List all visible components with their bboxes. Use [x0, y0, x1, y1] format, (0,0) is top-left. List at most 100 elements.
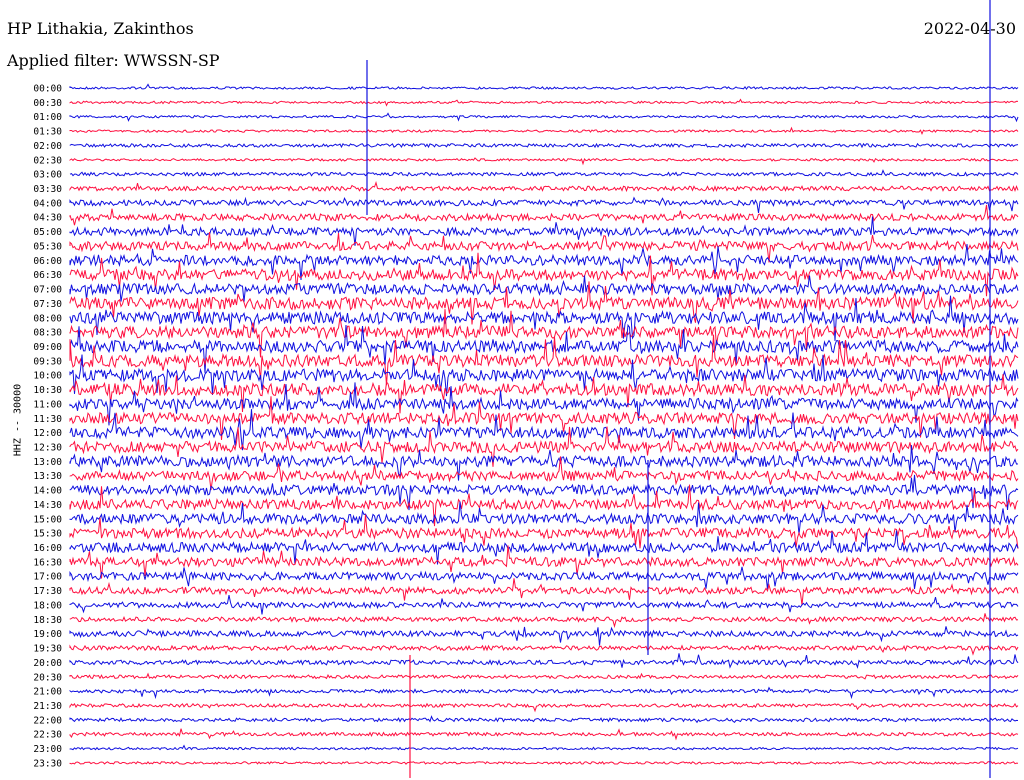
- time-tick-label: 13:30: [33, 471, 62, 482]
- time-tick-label: 12:30: [33, 443, 62, 454]
- time-tick-label: 10:00: [33, 371, 62, 382]
- time-tick-label: 20:00: [33, 658, 62, 669]
- seismic-trace: [69, 126, 1019, 135]
- time-tick-label: 06:00: [33, 256, 62, 267]
- seismic-trace: [69, 545, 1019, 579]
- seismic-trace: [69, 501, 1019, 535]
- time-tick-label: 17:30: [33, 586, 62, 597]
- time-tick-label: 16:00: [33, 543, 62, 554]
- seismic-trace: [69, 354, 1019, 397]
- seismic-trace: [69, 142, 1019, 149]
- time-tick-label: 16:30: [33, 557, 62, 568]
- seismic-trace: [69, 530, 1019, 565]
- time-tick-label: 06:30: [33, 270, 62, 281]
- seismic-trace: [69, 728, 1019, 741]
- time-tick-label: 21:30: [33, 701, 62, 712]
- time-tick-label: 03:00: [33, 170, 62, 181]
- time-tick-label: 03:30: [33, 184, 62, 195]
- time-tick-label: 19:00: [33, 629, 62, 640]
- seismic-trace: [69, 196, 1019, 213]
- time-tick-label: 23:00: [33, 744, 62, 755]
- time-tick-label: 15:00: [33, 514, 62, 525]
- seismic-trace: [69, 204, 1019, 226]
- seismic-trace: [69, 474, 1019, 511]
- time-tick-label: 07:00: [33, 285, 62, 296]
- time-tick-label: 04:00: [33, 198, 62, 209]
- time-tick-label: 22:30: [33, 730, 62, 741]
- time-tick-label: 21:00: [33, 687, 62, 698]
- seismic-trace: [69, 715, 1019, 724]
- seismic-trace: [69, 382, 1019, 426]
- time-tick-label: 00:00: [33, 84, 62, 95]
- seismic-trace: [69, 232, 1019, 263]
- time-tick-label: 14:30: [33, 500, 62, 511]
- seismic-trace: [69, 514, 1019, 549]
- time-tick-label: 07:30: [33, 299, 62, 310]
- time-tick-label: 01:30: [33, 127, 62, 138]
- time-tick-label: 05:00: [33, 227, 62, 238]
- seismic-trace: [69, 396, 1019, 440]
- seismic-trace: [69, 323, 1019, 373]
- seismic-trace: [69, 243, 1019, 280]
- time-tick-label: 12:00: [33, 428, 62, 439]
- seismic-trace: [69, 760, 1019, 765]
- time-tick-label: 15:30: [33, 529, 62, 540]
- time-tick-label: 10:30: [33, 385, 62, 396]
- time-tick-label: 08:30: [33, 328, 62, 339]
- seismic-trace: [69, 112, 1019, 123]
- seismic-trace: [69, 252, 1019, 297]
- seismic-trace: [69, 653, 1019, 669]
- seismic-trace: [69, 484, 1019, 527]
- time-tick-label: 05:30: [33, 241, 62, 252]
- seismic-trace: [69, 157, 1019, 166]
- time-tick-label: 19:30: [33, 644, 62, 655]
- seismic-trace: [69, 83, 1019, 90]
- seismic-trace: [69, 309, 1019, 358]
- time-tick-label: 02:00: [33, 141, 62, 152]
- seismic-trace: [69, 374, 1019, 414]
- date-label: 2022-04-30: [923, 19, 1016, 38]
- seismic-trace: [69, 275, 1019, 302]
- seismic-trace: [69, 445, 1019, 481]
- time-tick-label: 08:00: [33, 313, 62, 324]
- seismic-trace: [69, 295, 1019, 341]
- time-tick-label: 20:30: [33, 672, 62, 683]
- seismic-trace: [69, 644, 1019, 656]
- seismic-trace: [69, 426, 1019, 467]
- seismic-trace: [69, 595, 1019, 615]
- seismic-trace: [69, 98, 1019, 107]
- time-tick-label: 13:00: [33, 457, 62, 468]
- time-tick-label: 18:30: [33, 615, 62, 626]
- time-tick-label: 04:30: [33, 213, 62, 224]
- seismic-trace: [69, 613, 1019, 629]
- seismic-trace: [69, 672, 1019, 680]
- time-tick-label: 17:00: [33, 572, 62, 583]
- time-tick-label: 09:30: [33, 356, 62, 367]
- time-tick-label: 14:00: [33, 486, 62, 497]
- time-tick-label: 22:00: [33, 715, 62, 726]
- seismic-trace: [69, 744, 1019, 751]
- time-tick-label: 11:00: [33, 399, 62, 410]
- time-tick-label: 18:00: [33, 600, 62, 611]
- time-tick-label: 01:00: [33, 112, 62, 123]
- filter-label: Applied filter: WWSSN-SP: [7, 51, 220, 70]
- time-tick-label: 11:30: [33, 414, 62, 425]
- seismic-trace: [69, 169, 1019, 177]
- seismic-trace: [69, 181, 1019, 193]
- seismic-trace: [69, 456, 1019, 491]
- seismic-trace: [69, 281, 1019, 325]
- seismic-trace: [69, 334, 1019, 386]
- time-tick-label: 23:30: [33, 758, 62, 769]
- seismic-trace: [69, 626, 1019, 646]
- seismic-trace: [69, 578, 1019, 606]
- station-title: HP Lithakia, Zakinthos: [7, 19, 194, 38]
- seismic-trace: [69, 686, 1019, 700]
- seismic-trace: [69, 702, 1019, 713]
- seismic-trace: [69, 566, 1019, 590]
- time-tick-label: 09:00: [33, 342, 62, 353]
- seismic-trace: [69, 216, 1019, 246]
- time-tick-label: 02:30: [33, 155, 62, 166]
- time-tick-label: 00:30: [33, 98, 62, 109]
- seismic-trace: [69, 409, 1019, 451]
